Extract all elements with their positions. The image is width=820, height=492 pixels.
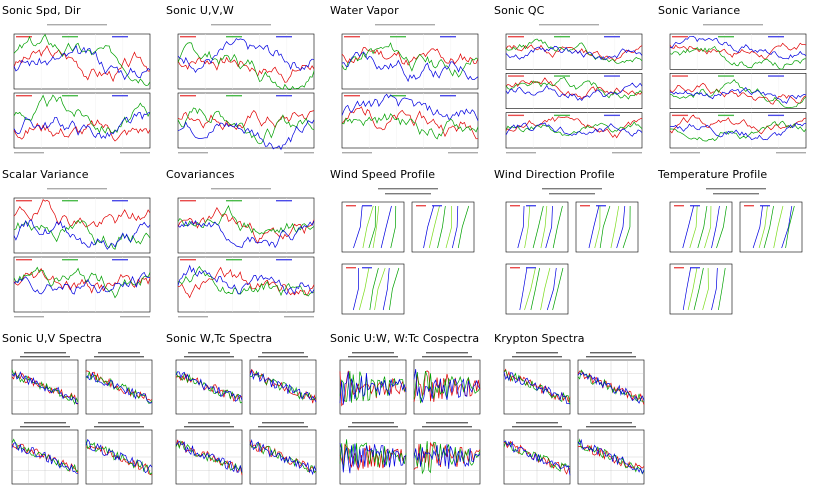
thumb-sonic-uvw-image [177,24,315,154]
thumb-sonic-uvw[interactable] [166,20,321,162]
thumb-wind-speed-profile[interactable] [330,184,485,326]
krypton-spectra-link[interactable]: Krypton Spectra [494,332,585,345]
wind-speed-profile-link[interactable]: Wind Speed Profile [330,168,436,181]
thumb-covariances-image [177,188,315,318]
thumb-krypton-spectra[interactable] [494,348,649,490]
thumb-scalar-variance-image [13,188,151,318]
thumb-sonic-spd-dir-image [13,24,151,154]
thumb-scalar-variance[interactable] [2,184,157,326]
thumb-sonic-variance[interactable] [658,20,813,162]
thumb-sonic-cospectra[interactable] [330,348,485,490]
thumb-wind-speed-profile-image [341,188,475,315]
sonic-variance-link[interactable]: Sonic Variance [658,4,741,17]
wind-direction-profile-link[interactable]: Wind Direction Profile [494,168,615,181]
thumb-temperature-profile-image [669,188,803,315]
thumb-sonic-uv-spectra[interactable] [2,348,157,490]
covariances-link[interactable]: Covariances [166,168,235,181]
thumb-covariances[interactable] [166,184,321,326]
thumb-sonic-wtc-spectra-image [175,352,317,485]
thumb-wind-direction-profile[interactable] [494,184,649,326]
thumb-sonic-uv-spectra-image [11,352,153,485]
scalar-variance-link[interactable]: Scalar Variance [2,168,89,181]
sonic-uv-spectra-link[interactable]: Sonic U,V Spectra [2,332,102,345]
sonic-wtc-spectra-link[interactable]: Sonic W,Tc Spectra [166,332,273,345]
thumb-water-vapor-image [341,24,479,154]
thumb-wind-direction-profile-image [505,188,639,315]
thumb-sonic-qc-image [505,24,643,154]
sonic-cospectra-link[interactable]: Sonic U:W, W:Tc Cospectra [330,332,480,345]
temperature-profile-link[interactable]: Temperature Profile [658,168,768,181]
thumb-temperature-profile[interactable] [658,184,813,326]
thumb-sonic-cospectra-image [339,352,481,485]
sonic-qc-link[interactable]: Sonic QC [494,4,545,17]
thumb-sonic-wtc-spectra[interactable] [166,348,321,490]
sonic-spd-dir-link[interactable]: Sonic Spd, Dir [2,4,81,17]
thumb-sonic-qc[interactable] [494,20,649,162]
thumb-water-vapor[interactable] [330,20,485,162]
thumb-krypton-spectra-image [503,352,645,485]
water-vapor-link[interactable]: Water Vapor [330,4,399,17]
thumb-sonic-spd-dir[interactable] [2,20,157,162]
sonic-uvw-link[interactable]: Sonic U,V,W [166,4,234,17]
thumb-sonic-variance-image [669,24,807,154]
